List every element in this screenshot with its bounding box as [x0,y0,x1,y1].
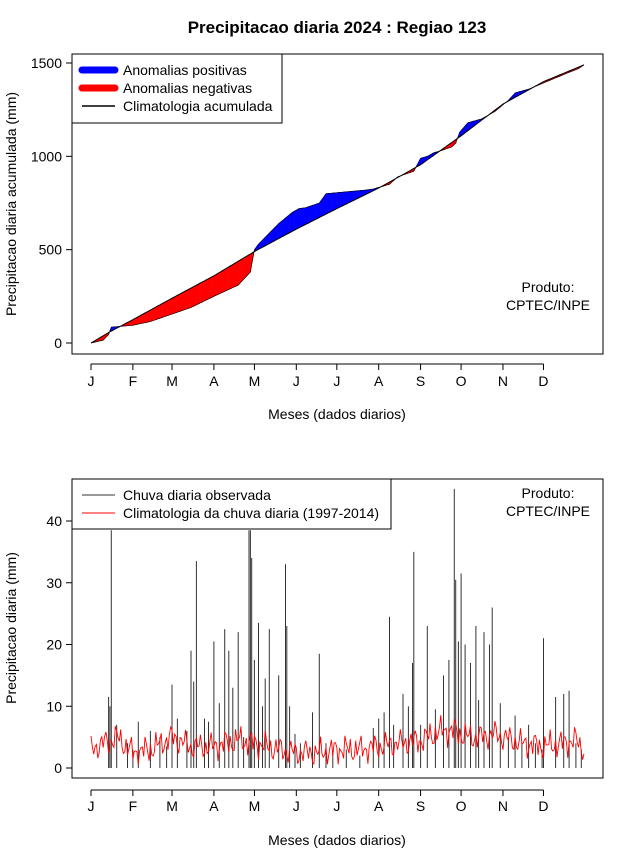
x-tick-label: A [374,798,384,814]
x-tick-label: S [416,373,425,389]
y-axis-bottom: 0 10 20 30 40 [46,513,72,776]
x-tick-label: S [416,798,425,814]
x-tick-label: N [498,798,508,814]
y-tick-label: 30 [46,575,62,591]
product-note-line2: CPTEC/INPE [506,297,590,313]
legend-item-positive: Anomalias positivas [123,62,247,78]
x-tick-label: M [166,373,178,389]
x-tick-label: D [538,373,548,389]
legend-top: Anomalias positivas Anomalias negativas … [71,53,283,124]
y-tick-label: 0 [54,335,62,351]
x-tick-label: M [166,798,178,814]
chart-title: Precipitacao diaria 2024 : Regiao 123 [188,18,487,37]
x-tick-label: J [293,373,300,389]
x-tick-label: D [538,798,548,814]
legend-item-climatology: Climatologia da chuva diaria (1997-2014) [123,505,379,521]
cumulative-precip-chart [90,64,585,344]
legend-box [71,478,392,530]
x-tick-label: J [333,373,340,389]
x-tick-label: J [293,798,300,814]
x-tick-label: F [129,373,138,389]
y-tick-label: 40 [46,513,62,529]
plot-frame-top [71,53,604,355]
x-axis-label-bottom: Meses (dados diarios) [268,832,406,848]
x-tick-label: J [88,798,95,814]
daily-precip-chart [90,488,585,768]
x-tick-label: O [456,373,467,389]
observed-series [108,488,582,768]
product-note-line2: CPTEC/INPE [506,503,590,519]
x-axis-label-top: Meses (dados diarios) [268,406,406,422]
y-tick-label: 20 [46,637,62,653]
y-axis-label-top: Precipitacao diaria acumulada (mm) [3,92,19,316]
product-note-line1: Produto: [522,485,575,501]
anomaly-fill [90,64,585,344]
legend-item-observed: Chuva diaria observada [123,487,271,503]
x-tick-label: N [498,373,508,389]
x-tick-label: M [249,373,261,389]
x-tick-label: A [209,373,219,389]
climatology-series [90,715,585,766]
legend-item-negative: Anomalias negativas [123,80,252,96]
y-tick-label: 1000 [31,148,62,164]
climatology-line [90,64,585,344]
x-tick-label: J [88,373,95,389]
observed-line [90,64,585,344]
x-tick-label: O [456,798,467,814]
y-tick-label: 1500 [31,55,62,71]
y-tick-label: 10 [46,698,62,714]
x-tick-label: J [333,798,340,814]
x-tick-label: M [249,798,261,814]
legend-item-climatology: Climatologia acumulada [123,98,273,114]
y-tick-label: 500 [39,242,63,258]
x-tick-label: A [374,373,384,389]
x-tick-label: A [209,798,219,814]
legend-bottom: Chuva diaria observada Climatologia da c… [71,478,392,530]
y-axis-top: 0 500 1000 1500 [31,55,72,351]
x-tick-label: F [129,798,138,814]
y-axis-label-bottom: Precipitacao diaria (mm) [3,552,19,704]
product-note-line1: Produto: [522,279,575,295]
y-tick-label: 0 [54,760,62,776]
